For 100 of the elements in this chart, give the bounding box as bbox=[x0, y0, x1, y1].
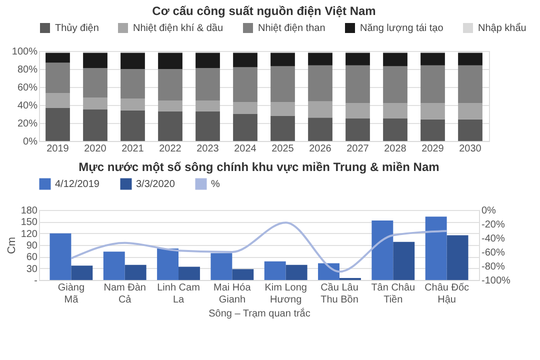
x-tick-label: 2022 bbox=[159, 144, 182, 154]
bar bbox=[458, 103, 482, 120]
bar bbox=[50, 233, 72, 280]
bar bbox=[425, 216, 447, 280]
bar bbox=[120, 69, 145, 99]
bar bbox=[196, 52, 220, 68]
y2-tick-label: -20% bbox=[482, 220, 505, 230]
bar bbox=[318, 263, 340, 280]
x-tick-label: 2030 bbox=[459, 144, 482, 154]
x-tick-label: 2021 bbox=[122, 144, 144, 154]
legend-label: Nhiệt điện khí & dầu bbox=[133, 23, 224, 34]
x-tick-label: Linh Cam La bbox=[157, 282, 200, 306]
bar bbox=[233, 102, 258, 114]
bar bbox=[420, 65, 445, 104]
bar bbox=[158, 52, 182, 69]
bar bbox=[71, 266, 93, 280]
bar bbox=[264, 261, 286, 280]
y-tick-label: 90 bbox=[26, 240, 38, 252]
x-axis-title: Sông – Trạm quan trắc bbox=[208, 308, 310, 320]
bar bbox=[83, 98, 108, 110]
bar bbox=[120, 110, 145, 141]
legend-label: Năng lượng tái tạo bbox=[360, 23, 444, 34]
y-tick-label: 120 bbox=[20, 228, 38, 240]
bar bbox=[83, 52, 108, 68]
legend-label: 3/3/2020 bbox=[136, 179, 176, 190]
bar bbox=[103, 252, 125, 280]
bar bbox=[346, 65, 370, 104]
x-tick-label: 2029 bbox=[422, 144, 444, 154]
y-tick-label: 30 bbox=[26, 264, 38, 275]
bar bbox=[46, 62, 70, 94]
bar bbox=[270, 116, 295, 141]
bar bbox=[383, 52, 408, 66]
y-tick-label: 150 bbox=[20, 217, 38, 228]
chart-title: Mực nước một số sông chính khu vực miền Trung & miền Nam bbox=[78, 160, 440, 174]
y-tick-label: - bbox=[34, 276, 38, 286]
bar bbox=[233, 67, 258, 102]
bar bbox=[233, 52, 258, 68]
legend-label: 4/12/2019 bbox=[55, 179, 100, 190]
bar bbox=[372, 220, 394, 280]
y-axis-title: Cm bbox=[6, 236, 18, 254]
y2-tick-label: -100% bbox=[482, 276, 511, 286]
bar bbox=[383, 66, 408, 104]
bar bbox=[308, 118, 332, 141]
y-tick-label: 80% bbox=[17, 64, 38, 76]
bar bbox=[158, 111, 182, 141]
x-tick-label: Giàng Mã bbox=[58, 282, 85, 306]
x-tick-label: 2019 bbox=[46, 144, 70, 154]
bar bbox=[120, 52, 145, 69]
x-tick-label: 2024 bbox=[234, 144, 257, 154]
bar bbox=[46, 108, 70, 141]
bar bbox=[458, 119, 482, 141]
bar bbox=[178, 266, 200, 280]
bar bbox=[270, 102, 295, 116]
x-tick-label: Mai Hóa Gianh bbox=[214, 282, 252, 306]
bar bbox=[458, 65, 482, 104]
bar bbox=[393, 242, 415, 280]
y-tick-label: 60 bbox=[26, 252, 38, 264]
x-tick-label: Cầu Lâu Thu Bồn bbox=[320, 282, 358, 306]
x-tick-label: Nam Đàn Cả bbox=[104, 282, 146, 306]
x-tick-label: Châu Đốc Hậu bbox=[424, 282, 470, 306]
y-tick-label: 100% bbox=[12, 46, 38, 58]
bar bbox=[83, 68, 108, 98]
x-tick-label: 2025 bbox=[272, 144, 294, 154]
bar bbox=[196, 68, 220, 100]
bar bbox=[157, 248, 179, 280]
line-series bbox=[70, 222, 448, 273]
bar bbox=[196, 111, 220, 141]
bar bbox=[232, 269, 254, 280]
bar bbox=[286, 264, 308, 280]
bar bbox=[346, 52, 370, 66]
bar bbox=[270, 66, 295, 102]
bar bbox=[270, 52, 295, 66]
bar bbox=[210, 253, 232, 280]
y-tick-label: 60% bbox=[17, 82, 38, 94]
bar bbox=[46, 52, 70, 63]
bar bbox=[346, 103, 370, 118]
bar bbox=[46, 93, 70, 108]
legend-label: % bbox=[211, 179, 220, 190]
bar bbox=[420, 119, 445, 141]
x-tick-label: 2020 bbox=[84, 144, 107, 154]
legend-label: Nhiệt điện than bbox=[258, 23, 326, 34]
bar bbox=[83, 110, 108, 141]
bar bbox=[420, 52, 445, 66]
bar bbox=[446, 235, 468, 280]
x-tick-label: 2023 bbox=[196, 144, 220, 154]
legend-label: Nhập khẩu bbox=[478, 22, 526, 34]
bar bbox=[233, 114, 258, 141]
x-tick-label: Kim Long Hương bbox=[264, 282, 307, 306]
bar bbox=[458, 52, 482, 66]
bar bbox=[346, 118, 370, 141]
legend-label: Thủy điện bbox=[55, 23, 99, 34]
x-tick-label: 2026 bbox=[309, 144, 332, 154]
y-tick-label: 40% bbox=[17, 100, 38, 112]
chart-title: Cơ cấu công suất nguồn điện Việt Nam bbox=[152, 4, 376, 18]
bar bbox=[120, 98, 145, 110]
x-tick-label: 2028 bbox=[384, 144, 407, 154]
bar bbox=[308, 65, 332, 102]
x-tick-label: Tân Châu Tiền bbox=[371, 282, 416, 306]
bar bbox=[308, 101, 332, 118]
y2-tick-label: -40% bbox=[482, 234, 505, 244]
